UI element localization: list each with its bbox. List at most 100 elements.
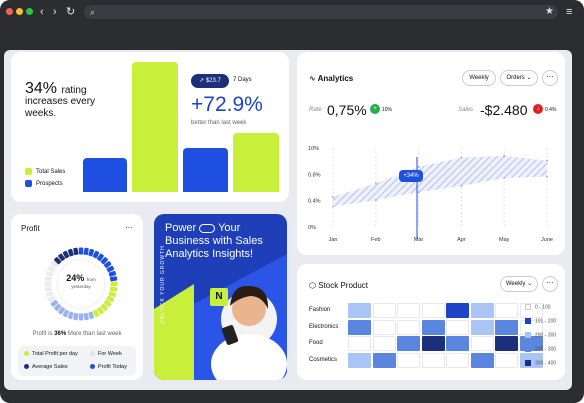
x-tick-label: June xyxy=(541,237,553,243)
heatmap-cell[interactable] xyxy=(348,303,371,318)
heatmap-cell[interactable] xyxy=(495,336,518,351)
heatmap-legend-item: 300 - 400 xyxy=(525,360,556,366)
brand-logo: N xyxy=(210,288,228,306)
chart-point xyxy=(460,184,463,187)
heatmap-cell[interactable] xyxy=(372,336,396,351)
gauge-segment xyxy=(47,295,56,303)
orders-dropdown[interactable]: Orders ⌄ xyxy=(500,70,538,86)
heatmap-row-label: Fashion xyxy=(309,307,331,313)
heatmap-cell[interactable] xyxy=(470,352,494,368)
heatmap-cell[interactable] xyxy=(446,319,469,335)
sales-change: 0.4% xyxy=(545,107,557,113)
gauge-segment xyxy=(88,311,95,320)
stock-more-button[interactable]: ··· xyxy=(542,276,558,292)
minimize-window-icon[interactable] xyxy=(16,8,23,15)
heatmap-cell[interactable] xyxy=(421,352,445,368)
sales-label: Sales xyxy=(458,107,474,113)
heatmap-cell[interactable] xyxy=(495,352,518,368)
gauge-segment xyxy=(108,291,117,298)
menu-icon[interactable]: ≡ xyxy=(566,6,573,18)
promo-card[interactable]: Power Your Business with Sales Analytics… xyxy=(154,214,287,380)
heatmap-cell[interactable] xyxy=(470,303,494,318)
analytics-chart: 10% 0.8% 0.4% 0% Jan Feb Mar Apr May June xyxy=(308,146,553,243)
chart-point xyxy=(374,199,377,202)
growth-value: +72.9% xyxy=(191,93,263,116)
reload-icon[interactable]: ↻ xyxy=(66,6,76,18)
amount-pill[interactable]: ↗ $23.7 xyxy=(191,74,229,88)
gauge-segment xyxy=(83,247,89,256)
bar-prospects-2 xyxy=(183,148,228,192)
heatmap-legend-item: 200 - 300 xyxy=(525,332,556,338)
stock-product-card: ⬡ Stock Product Weekly ⌄ ··· Fashion Elec… xyxy=(297,264,565,380)
gauge-segment xyxy=(96,253,104,262)
chart-point xyxy=(503,154,506,157)
heatmap-cell[interactable] xyxy=(348,336,371,351)
heatmap-cell[interactable] xyxy=(495,319,518,335)
heatmap-cell[interactable] xyxy=(397,319,420,335)
gauge-segment xyxy=(67,311,74,320)
heatmap-cell[interactable] xyxy=(446,303,469,318)
legend-profit-today: Profit Today xyxy=(90,363,127,371)
x-tick-label: May xyxy=(499,237,510,243)
stock-weekly-dropdown[interactable]: Weekly ⌄ xyxy=(500,276,538,292)
heatmap-cell[interactable] xyxy=(372,352,396,368)
chevron-down-icon: ⌄ xyxy=(526,75,532,81)
heatmap-cell[interactable] xyxy=(397,352,420,368)
chart-point xyxy=(460,156,463,159)
rate-value: 0,75% xyxy=(327,102,367,118)
heatmap-cell[interactable] xyxy=(372,319,396,335)
y-tick-label: 0% xyxy=(308,225,316,231)
heatmap-cell[interactable] xyxy=(421,303,445,318)
gauge-segment xyxy=(106,295,115,303)
gauge-segment xyxy=(103,261,112,269)
stock-title: ⬡ Stock Product xyxy=(309,281,369,290)
heatmap-cell[interactable] xyxy=(470,319,494,335)
heatmap-cell[interactable] xyxy=(446,352,469,368)
heatmap-cell[interactable] xyxy=(495,303,518,318)
back-icon[interactable]: ‹ xyxy=(40,6,44,18)
analytics-more-button[interactable]: ··· xyxy=(542,70,558,86)
gauge-segment xyxy=(67,248,74,257)
pulse-icon: ∿ xyxy=(309,74,316,83)
gauge-segment xyxy=(62,309,70,318)
heatmap-cell[interactable] xyxy=(372,303,396,318)
gauge-segment xyxy=(96,306,104,315)
box-icon: ⬡ xyxy=(309,281,316,290)
legend-total-profit: Total Profit per day xyxy=(24,350,78,358)
heatmap-cell[interactable] xyxy=(397,336,420,351)
maximize-window-icon[interactable] xyxy=(26,8,33,15)
rating-description: increases every weeks. xyxy=(25,96,96,119)
x-tick-label: Feb xyxy=(371,237,380,243)
gauge-segment xyxy=(45,270,54,277)
heatmap-cell[interactable] xyxy=(348,319,371,335)
gauge-percent: 24% from xyxy=(66,273,96,283)
heatmap-cell[interactable] xyxy=(348,352,371,368)
gauge-segment xyxy=(44,276,53,282)
chart-point xyxy=(546,175,548,178)
gauge-segment xyxy=(44,281,52,287)
heatmap-row-label: Food xyxy=(309,340,323,346)
gauge-segment xyxy=(47,265,56,273)
chart-toggle-icon xyxy=(199,223,216,233)
heatmap-cell[interactable] xyxy=(470,336,494,351)
bar-total-sales-1 xyxy=(132,62,178,192)
gauge-segment xyxy=(45,291,54,298)
growth-caption: better than last week xyxy=(191,120,247,126)
heatmap-legend-item: 0 - 100 xyxy=(525,304,551,310)
heatmap-cell[interactable] xyxy=(421,319,445,335)
dashboard: 34% rating increases every weeks. Total … xyxy=(4,50,572,390)
heatmap-cell[interactable] xyxy=(421,336,445,351)
heatmap-cell[interactable] xyxy=(397,303,420,318)
weekly-button[interactable]: Weekly xyxy=(462,70,496,86)
rating-card: 34% rating increases every weeks. Total … xyxy=(11,52,289,202)
bookmark-star-icon[interactable]: ★ xyxy=(545,6,554,17)
gauge-segment xyxy=(54,303,62,311)
heatmap-cell[interactable] xyxy=(446,336,469,351)
close-window-icon[interactable] xyxy=(6,8,13,15)
chart-point xyxy=(546,159,548,162)
address-bar[interactable]: ⌕ ★ xyxy=(84,5,558,19)
forward-icon[interactable]: › xyxy=(53,6,57,18)
search-icon: ⌕ xyxy=(90,7,96,17)
profit-summary: Profit is 36% More than last week xyxy=(32,331,122,337)
profit-more-button[interactable]: ··· xyxy=(125,223,133,232)
